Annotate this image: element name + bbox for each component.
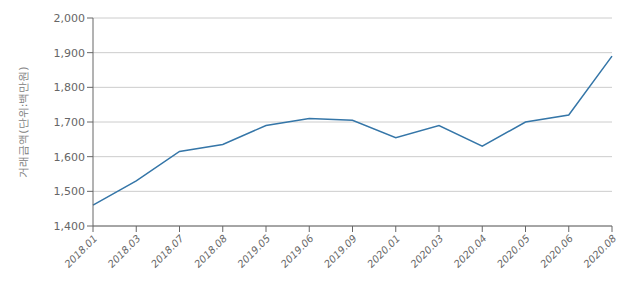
svg-text:거래금액(단위:백만원): 거래금액(단위:백만원) xyxy=(17,66,30,177)
svg-text:1,900: 1,900 xyxy=(54,47,86,60)
svg-text:1,500: 1,500 xyxy=(54,185,86,198)
svg-text:2020.05: 2020.05 xyxy=(495,233,532,270)
svg-text:2020.06: 2020.06 xyxy=(538,233,575,270)
svg-text:2020.03: 2020.03 xyxy=(408,233,445,270)
svg-text:2019.06: 2019.06 xyxy=(279,233,316,270)
svg-text:2018.08: 2018.08 xyxy=(192,233,229,270)
svg-text:1,800: 1,800 xyxy=(54,81,86,94)
svg-text:2020.08: 2020.08 xyxy=(581,233,618,270)
svg-text:1,400: 1,400 xyxy=(54,220,86,233)
svg-text:2019.09: 2019.09 xyxy=(322,233,359,270)
svg-text:1,600: 1,600 xyxy=(54,151,86,164)
svg-text:2018.01: 2018.01 xyxy=(62,233,99,270)
svg-text:2020.01: 2020.01 xyxy=(365,233,402,270)
svg-text:2018.07: 2018.07 xyxy=(149,232,186,269)
svg-text:2019.05: 2019.05 xyxy=(235,233,272,270)
svg-text:2,000: 2,000 xyxy=(54,12,86,25)
svg-text:2020.04: 2020.04 xyxy=(452,233,489,270)
svg-text:2018.03: 2018.03 xyxy=(106,233,143,270)
svg-text:1,700: 1,700 xyxy=(54,116,86,129)
